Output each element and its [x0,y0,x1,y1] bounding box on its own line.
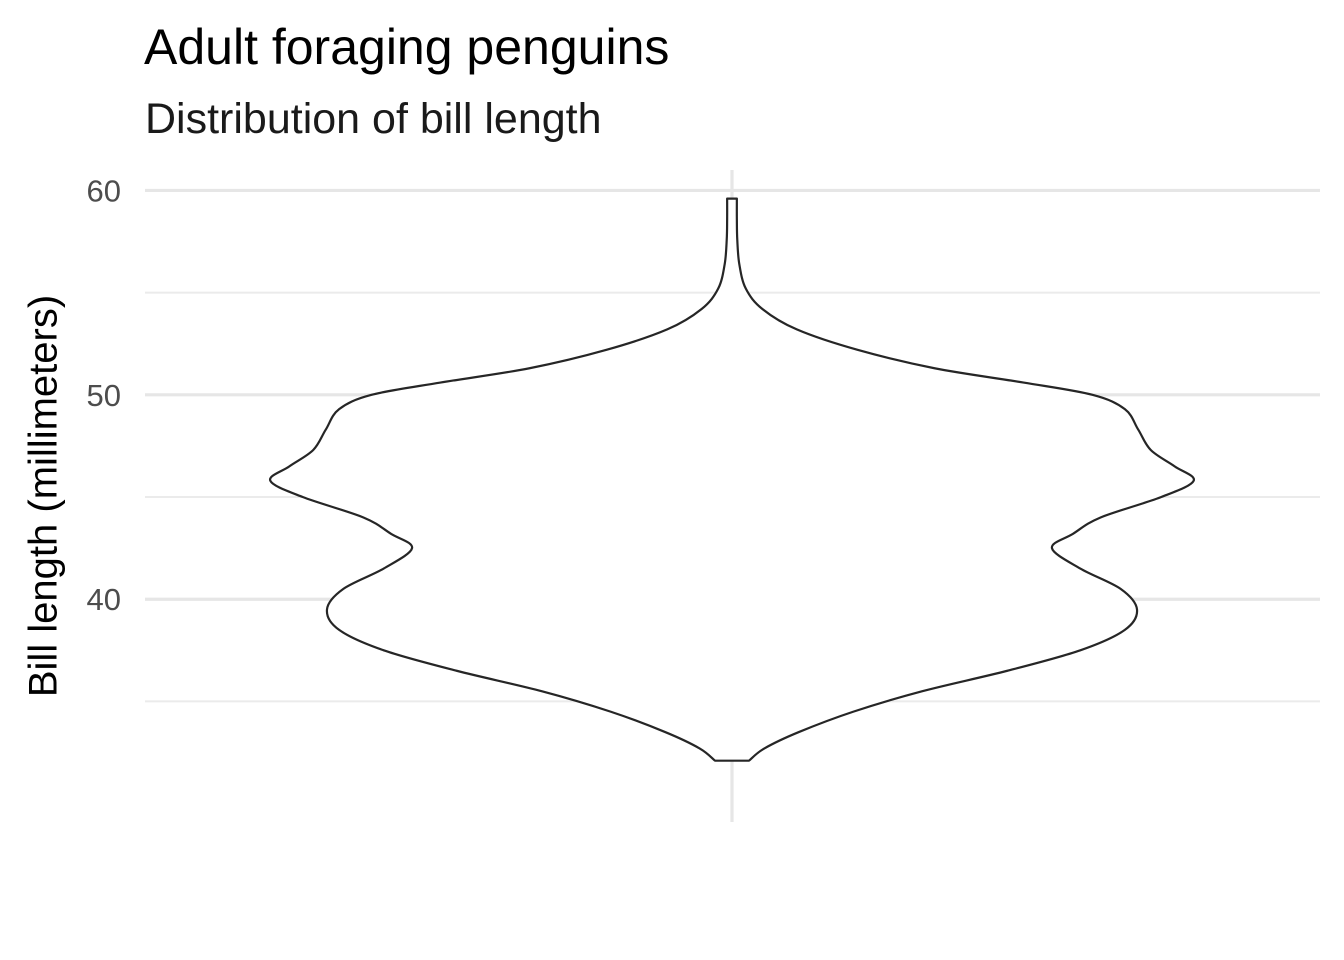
chart-subtitle: Distribution of bill length [145,95,602,143]
y-tick-label: 40 [87,582,121,617]
y-tick-labels: 40 50 60 [87,173,121,617]
y-tick-label: 60 [87,173,121,208]
y-tick-label: 50 [87,378,121,413]
chart-title: Adult foraging penguins [144,19,670,75]
violin-shape [269,197,1195,762]
violin-layer [269,197,1195,762]
